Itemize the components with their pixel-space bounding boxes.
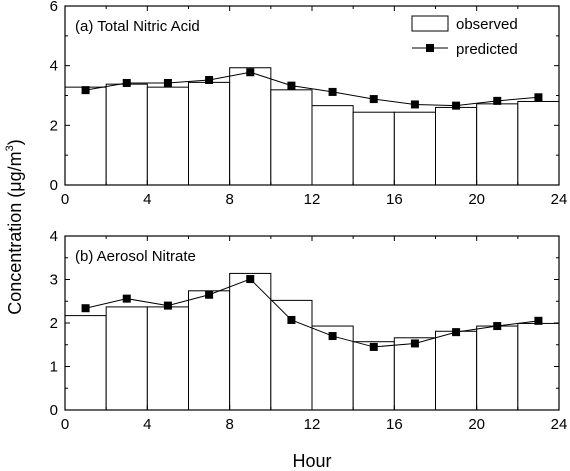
x-tick-label-12: 12 [304, 191, 321, 208]
y-tick-label-2: 2 [50, 117, 58, 134]
predicted-point-1 [122, 294, 131, 303]
y-tick-label-3: 3 [50, 272, 58, 289]
predicted-point-2 [163, 78, 172, 87]
predicted-point-9 [452, 328, 461, 337]
x-tick-label-4: 4 [143, 416, 151, 433]
x-tick-label-24: 24 [551, 416, 568, 433]
bar-observed-9 [435, 330, 478, 411]
bar-observed-11 [517, 100, 560, 186]
panel-title: (a) Total Nitric Acid [75, 18, 200, 35]
y-tick-label-2: 2 [50, 315, 58, 332]
x-tick-label-0: 0 [61, 416, 69, 433]
bar-observed-4 [229, 272, 272, 411]
x-tick-label-4: 4 [143, 191, 151, 208]
legend-swatch-observed [411, 15, 449, 32]
predicted-point-0 [81, 304, 90, 313]
predicted-point-11 [534, 93, 543, 102]
x-tick-label-24: 24 [551, 191, 568, 208]
predicted-point-8 [410, 100, 419, 109]
y-ticks: 0 2 4 6 [50, 0, 559, 194]
bar-observed-11 [517, 322, 560, 411]
predicted-point-5 [287, 81, 296, 90]
y-axis-label: Concentration (μg/m3) [4, 139, 25, 315]
legend-label-observed: observed [456, 16, 518, 33]
predicted-line [85, 278, 539, 348]
legend: observed predicted [411, 15, 518, 58]
predicted-point-4 [246, 275, 255, 284]
observed-bars [64, 272, 560, 411]
x-ticks: 0 4 8 12 16 20 24 [61, 6, 568, 208]
x-ticks: 0 4 8 12 16 20 24 [61, 236, 568, 433]
bar-observed-3 [188, 290, 231, 411]
legend-label-predicted: predicted [456, 41, 518, 58]
bar-observed-2 [146, 306, 189, 411]
x-axis-label: Hour [292, 451, 331, 471]
bar-observed-10 [476, 103, 519, 186]
x-tick-label-20: 20 [468, 416, 485, 433]
x-tick-label-0: 0 [61, 191, 69, 208]
predicted-point-6 [328, 87, 337, 96]
predicted-point-10 [493, 322, 502, 331]
bar-observed-1 [105, 306, 148, 411]
x-tick-label-8: 8 [225, 416, 233, 433]
y-tick-label-4: 4 [50, 228, 58, 245]
y-tick-label-1: 1 [50, 359, 58, 376]
predicted-point-3 [205, 290, 214, 299]
predicted-point-4 [246, 68, 255, 77]
y-tick-label-6: 6 [50, 0, 58, 15]
bar-observed-0 [64, 86, 107, 186]
x-tick-label-20: 20 [468, 191, 485, 208]
bar-observed-4 [229, 67, 272, 186]
bar-observed-2 [146, 86, 189, 186]
y-ticks: 0 1 2 3 4 [50, 228, 559, 419]
bar-observed-7 [352, 111, 395, 186]
x-tick-label-16: 16 [386, 191, 403, 208]
bar-observed-8 [393, 111, 437, 186]
observed-bars [64, 67, 560, 186]
legend-marker-predicted [426, 44, 434, 52]
predicted-point-2 [163, 301, 172, 310]
y-tick-label-0: 0 [50, 402, 58, 419]
y-tick-label-0: 0 [50, 177, 58, 194]
bar-observed-1 [105, 83, 148, 186]
predicted-point-1 [122, 78, 131, 87]
bar-observed-9 [435, 106, 478, 186]
predicted-point-0 [81, 86, 90, 95]
bar-observed-6 [311, 105, 354, 186]
predicted-point-7 [369, 342, 378, 351]
predicted-point-10 [493, 96, 502, 105]
bar-observed-10 [476, 325, 519, 411]
predicted-line [85, 71, 539, 107]
y-tick-label-4: 4 [50, 58, 58, 75]
bar-observed-8 [393, 337, 437, 411]
predicted-point-11 [534, 316, 543, 325]
predicted-point-5 [287, 315, 296, 324]
x-tick-label-16: 16 [386, 416, 403, 433]
bar-observed-0 [64, 315, 107, 411]
predicted-point-6 [328, 332, 337, 341]
bar-observed-7 [352, 341, 395, 411]
panel-title: (b) Aerosol Nitrate [75, 248, 196, 265]
bar-observed-5 [270, 89, 313, 186]
predicted-point-7 [369, 95, 378, 104]
x-tick-label-12: 12 [304, 416, 321, 433]
predicted-point-3 [205, 75, 214, 84]
predicted-point-8 [410, 339, 419, 348]
predicted-point-9 [452, 101, 461, 110]
bar-observed-3 [188, 81, 231, 186]
x-tick-label-8: 8 [225, 191, 233, 208]
